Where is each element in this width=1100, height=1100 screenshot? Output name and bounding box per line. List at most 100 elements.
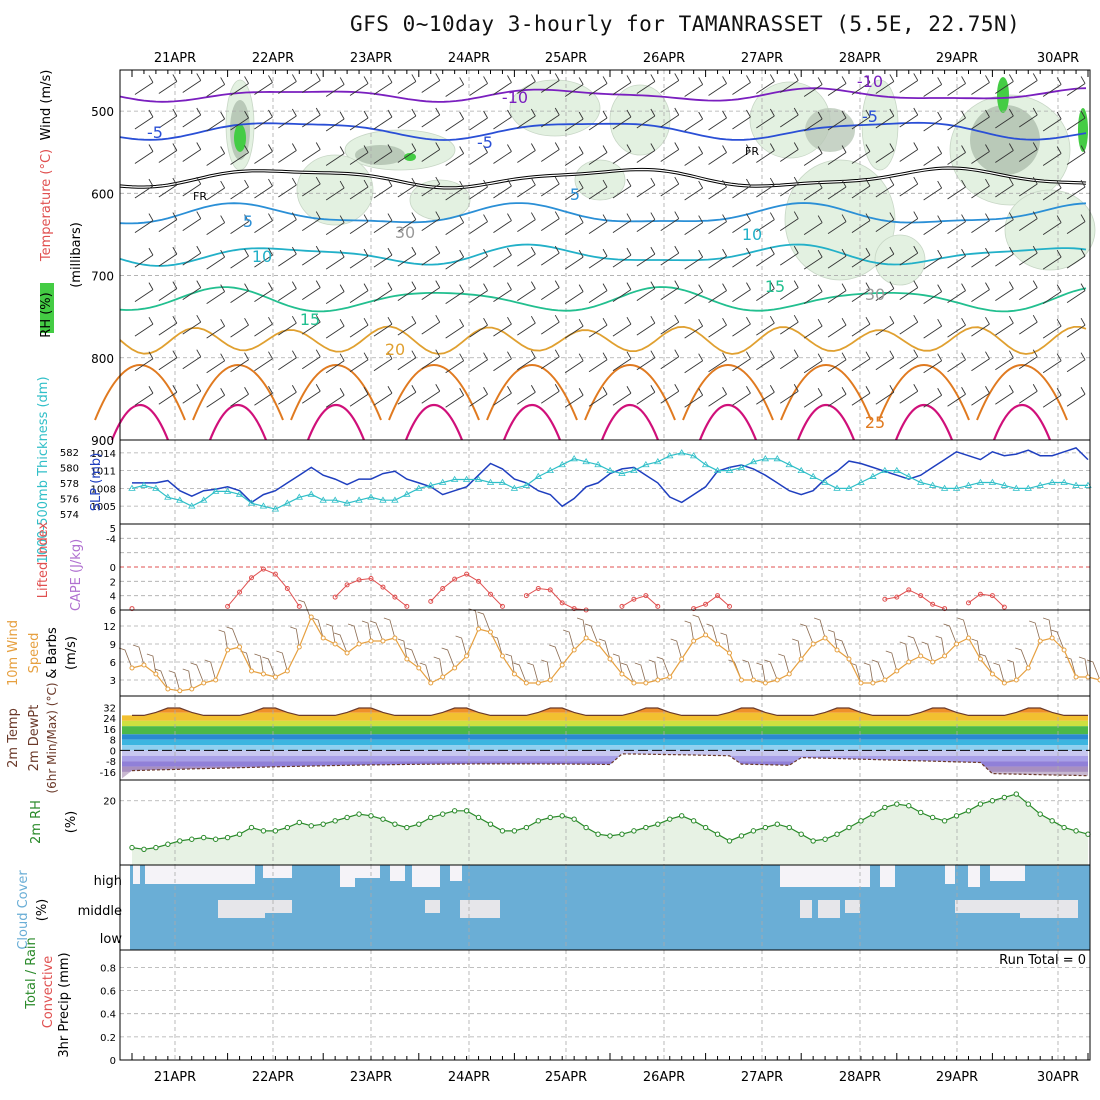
temperature-contour-30 (796, 404, 856, 441)
wind-barb (708, 145, 727, 165)
wind-barb (636, 212, 656, 232)
slp-tick-label: 1005 (91, 502, 116, 513)
contour-label: 10 (742, 225, 762, 244)
lifted-index-point (703, 601, 709, 607)
wind-barb (134, 247, 154, 268)
wind-barb-10m (756, 662, 766, 684)
slp-point (474, 475, 483, 482)
high-cloud-block (355, 865, 380, 878)
wind-speed-point (547, 677, 553, 683)
lifted-index-point (440, 586, 446, 591)
lifted-index-line (968, 593, 1005, 608)
wind-barb (230, 283, 249, 304)
slp-point (582, 457, 590, 465)
wind-barb (732, 178, 751, 199)
contour-label: 25 (865, 413, 885, 432)
wind-barb (875, 212, 895, 232)
temperature-contour (119, 286, 1087, 313)
wind-barb (469, 352, 488, 373)
wind-barb (660, 314, 680, 335)
wind-barb (780, 314, 799, 335)
temperature-band (122, 761, 1088, 767)
wind-barb (421, 176, 441, 197)
wind-barb (947, 387, 966, 407)
wind-barb (732, 386, 751, 406)
wind-barb (588, 248, 608, 269)
wind-barb (947, 214, 966, 234)
wind-barb-10m (262, 656, 276, 678)
wind-barb (134, 282, 154, 303)
slp-point (797, 466, 805, 474)
temperature-band (122, 745, 1088, 751)
wind-barb (684, 249, 704, 270)
temperature-contour-25 (290, 364, 382, 421)
high-cloud-block (945, 865, 955, 884)
wind-speed-point (488, 629, 493, 635)
wind-barb (875, 74, 895, 94)
wind-barb (899, 349, 919, 370)
temperature-contour (119, 243, 1087, 267)
wind-barb (923, 318, 943, 339)
rh-point (201, 834, 207, 841)
wind-speed-point (332, 641, 338, 647)
wind-barb (1066, 110, 1086, 131)
slp-point (857, 478, 865, 485)
temperature-line (132, 707, 1088, 716)
dewpoint-line (131, 753, 1089, 777)
rh-point (153, 844, 159, 851)
wind-barb-10m (477, 611, 491, 633)
lifted-index-point (918, 593, 924, 599)
bottom-date-label: 23APR (350, 1070, 392, 1085)
wind-barb (612, 351, 632, 372)
high-cloud-block (390, 865, 405, 881)
slp-tick-label: 1014 (91, 449, 116, 460)
wind-speed-point (655, 677, 661, 683)
wind-barb-10m (1015, 647, 1029, 669)
wind-barb (1019, 73, 1038, 93)
wind-barb (827, 248, 847, 269)
wind-barb (493, 316, 512, 337)
high-cloud-block (263, 865, 292, 878)
top-date-label: 21APR (154, 51, 196, 66)
lifted-index-point (129, 606, 135, 612)
wind-barb (158, 74, 178, 94)
wind-speed-point (129, 665, 135, 671)
wind-barb (397, 315, 417, 336)
wind-barb (971, 316, 990, 337)
wind-barb (851, 144, 871, 164)
wind-barb (397, 281, 417, 302)
wind-barb (636, 177, 656, 198)
wind-barb (803, 77, 823, 97)
wind-barb (302, 211, 321, 231)
lifted-index-axis-label: Lifted Index (36, 521, 51, 598)
rh-point (607, 833, 613, 839)
wind-speed-point (810, 641, 816, 647)
wind-barb (469, 248, 488, 269)
slp-point (869, 472, 877, 479)
wind-barb (325, 318, 345, 339)
temperature-contour-30 (992, 404, 1052, 441)
rh-point (738, 833, 745, 839)
wind-barb (588, 76, 608, 96)
temp2m-axis-label: 2m DewPt (27, 705, 42, 772)
high-cloud-block (968, 865, 980, 887)
wind-barb (923, 284, 943, 305)
wind-barb (397, 212, 417, 232)
wind-barb (899, 314, 919, 335)
rh-point (1013, 791, 1019, 797)
wind-barb (302, 73, 321, 93)
wind-barb (397, 143, 417, 163)
wind-barb (732, 316, 751, 337)
slp-point (211, 487, 220, 494)
wind-barb-10m (290, 626, 300, 648)
wind-barb (564, 249, 584, 270)
wind-barb (684, 111, 704, 132)
lifted-index-point (237, 589, 243, 595)
wind-barb-10m (563, 629, 575, 651)
wind-speed-point (631, 680, 637, 686)
slp-point (618, 469, 626, 476)
wind-barb-10m (1050, 629, 1065, 651)
rh-shading-high (997, 77, 1009, 113)
wind-barb-10m (433, 656, 444, 678)
wind-barb (1042, 215, 1062, 235)
